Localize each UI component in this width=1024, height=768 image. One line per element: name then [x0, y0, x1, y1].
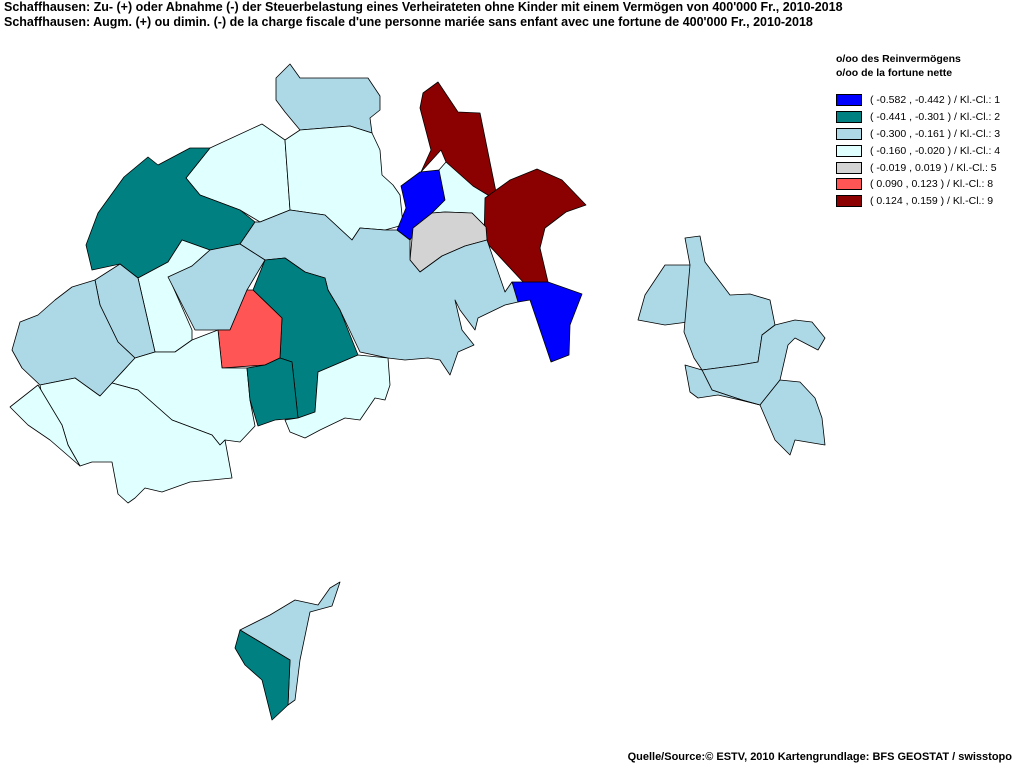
- source-credit: Quelle/Source:© ESTV, 2010 Kartengrundla…: [627, 751, 1012, 763]
- legend-swatch: [836, 111, 862, 124]
- municipality-region[interactable]: [234, 629, 291, 721]
- municipality-region[interactable]: [637, 264, 691, 326]
- legend-label: ( -0.441 , -0.301 ) / Kl.-Cl.: 2: [870, 111, 1001, 124]
- legend-item: ( -0.441 , -0.301 ) / Kl.-Cl.: 2: [836, 109, 1021, 126]
- map-legend: o/oo des Reinvermögens o/oo de la fortun…: [836, 52, 1021, 210]
- legend-item: ( 0.090 , 0.123 ) / Kl.-Cl.: 8: [836, 176, 1021, 193]
- legend-label: ( 0.124 , 0.159 ) / Kl.-Cl.: 9: [870, 195, 994, 208]
- legend-swatch: [836, 161, 862, 174]
- municipality-region[interactable]: [684, 364, 761, 406]
- legend-label: ( 0.090 , 0.123 ) / Kl.-Cl.: 8: [870, 178, 994, 191]
- legend-swatch: [836, 127, 862, 140]
- legend-item: ( -0.300 , -0.161 ) / Kl.-Cl.: 3: [836, 126, 1021, 143]
- legend-label: ( -0.160 , -0.020 ) / Kl.-Cl.: 4: [870, 144, 1001, 157]
- legend-swatch: [836, 178, 862, 191]
- legend-item: ( -0.582 , -0.442 ) / Kl.-Cl.: 1: [836, 92, 1021, 109]
- legend-label: ( -0.582 , -0.442 ) / Kl.-Cl.: 1: [870, 94, 1001, 107]
- legend-items: ( -0.582 , -0.442 ) / Kl.-Cl.: 1 ( -0.44…: [836, 92, 1021, 210]
- municipality-region[interactable]: [284, 354, 391, 439]
- legend-item: ( -0.160 , -0.020 ) / Kl.-Cl.: 4: [836, 142, 1021, 159]
- municipality-region[interactable]: [483, 168, 587, 284]
- legend-item: ( -0.019 , 0.019 ) / Kl.-Cl.: 5: [836, 159, 1021, 176]
- municipality-region[interactable]: [759, 379, 826, 456]
- municipality-region[interactable]: [275, 63, 381, 134]
- municipality-region[interactable]: [504, 281, 583, 363]
- municipality-region[interactable]: [246, 357, 299, 427]
- map-title: Schaffhausen: Zu- (+) oder Abnahme (-) d…: [4, 0, 1020, 30]
- municipality-region[interactable]: [9, 384, 81, 467]
- legend-swatch: [836, 144, 862, 157]
- legend-item: ( 0.124 , 0.159 ) / Kl.-Cl.: 9: [836, 193, 1021, 210]
- legend-title-fr: o/oo de la fortune nette: [836, 67, 953, 79]
- title-line-fr: Schaffhausen: Augm. (+) ou dimin. (-) de…: [4, 15, 813, 29]
- title-line-de: Schaffhausen: Zu- (+) oder Abnahme (-) d…: [4, 0, 843, 14]
- municipality-region[interactable]: [239, 209, 519, 376]
- legend-swatch: [836, 195, 862, 208]
- legend-swatch: [836, 94, 862, 107]
- legend-title-de: o/oo des Reinvermögens: [836, 53, 961, 65]
- legend-label: ( -0.300 , -0.161 ) / Kl.-Cl.: 3: [870, 127, 1001, 140]
- legend-label: ( -0.019 , 0.019 ) / Kl.-Cl.: 5: [870, 161, 997, 174]
